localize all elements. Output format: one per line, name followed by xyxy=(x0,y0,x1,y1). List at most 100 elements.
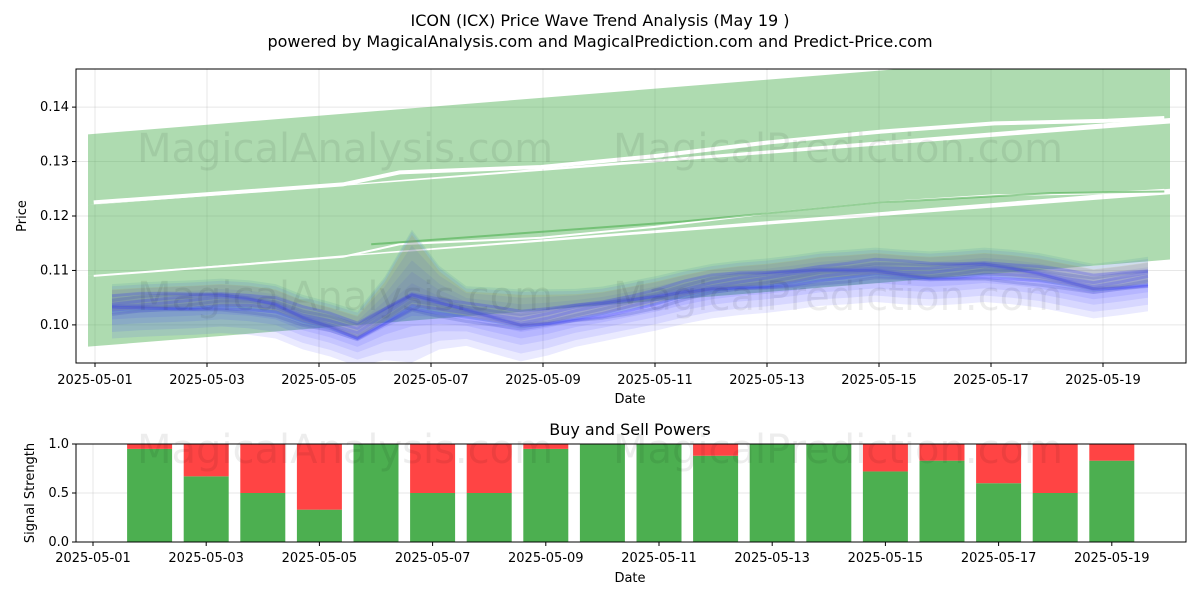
chart-title: ICON (ICX) Price Wave Trend Analysis (Ma… xyxy=(410,11,789,30)
wave-tint-envelope xyxy=(112,235,1148,338)
buy-bar xyxy=(636,444,682,542)
price-x-tick-label: 2025-05-13 xyxy=(729,373,805,388)
sell-bar xyxy=(296,444,342,510)
price-y-ticks: 0.10 0.11 0.12 0.13 0.14 xyxy=(40,100,76,333)
buy-bar xyxy=(127,448,173,542)
price-x-tick-label: 2025-05-03 xyxy=(169,373,245,388)
price-x-tick-label: 2025-05-01 xyxy=(57,373,133,388)
wave-series-line xyxy=(111,272,1149,340)
sell-bar xyxy=(127,444,173,449)
sell-bar xyxy=(919,444,965,461)
buy-bar xyxy=(862,471,908,542)
buy-bar xyxy=(296,509,342,542)
signal-y-tick-label: 1.0 xyxy=(48,437,69,452)
price-x-label: Date xyxy=(614,392,645,407)
buy-bar xyxy=(919,460,965,542)
buy-bar xyxy=(749,444,795,542)
buy-bar xyxy=(410,493,456,542)
price-panel: MagicalAnalysis.com MagicalPrediction.co… xyxy=(15,68,1187,407)
wave-envelope xyxy=(112,257,1148,353)
buy-bar xyxy=(523,448,569,542)
price-x-tick-label: 2025-05-15 xyxy=(841,373,917,388)
signal-x-tick-label: 2025-05-07 xyxy=(395,551,471,566)
trend-band-lower xyxy=(88,194,1170,347)
buy-bar xyxy=(183,476,229,542)
signal-x-tick-label: 2025-05-03 xyxy=(168,551,244,566)
signal-x-tick-label: 2025-05-01 xyxy=(55,551,131,566)
sell-bar xyxy=(410,444,456,493)
trend-green-line xyxy=(371,190,1165,246)
signal-x-tick-label: 2025-05-05 xyxy=(282,551,358,566)
signal-y-ticks: 0.0 0.5 1.0 xyxy=(48,437,76,550)
watermark-mid-right: MagicalPrediction.com xyxy=(613,274,1063,320)
buy-bar xyxy=(466,493,512,542)
buy-bar xyxy=(1089,460,1135,542)
price-x-tick-label: 2025-05-05 xyxy=(281,373,357,388)
signal-bars xyxy=(127,444,1135,542)
price-grid xyxy=(76,69,1186,363)
buy-bar xyxy=(806,444,852,542)
signal-x-tick-label: 2025-05-09 xyxy=(508,551,584,566)
signal-x-tick-label: 2025-05-13 xyxy=(734,551,810,566)
signal-title: Buy and Sell Powers xyxy=(549,420,711,439)
signal-x-tick-label: 2025-05-19 xyxy=(1074,551,1150,566)
sell-bar xyxy=(976,444,1022,484)
wave-envelope xyxy=(112,231,1148,363)
signal-y-tick-label: 0.5 xyxy=(48,486,69,501)
sell-bar xyxy=(1089,444,1135,461)
wave-series-line xyxy=(111,276,1149,341)
trend-band-middle xyxy=(88,123,1170,276)
signal-x-tick-label: 2025-05-17 xyxy=(961,551,1037,566)
buy-bar xyxy=(579,444,625,542)
wave-tint-envelope xyxy=(112,229,1148,340)
trend-white-line xyxy=(93,116,1165,205)
price-x-tick-label: 2025-05-09 xyxy=(505,373,581,388)
price-x-ticks: 2025-05-01 2025-05-03 2025-05-05 2025-05-07… xyxy=(57,363,1141,388)
signal-panel: Buy and Sell Powers MagicalAnalysis.com … xyxy=(23,420,1187,586)
price-y-label: Price xyxy=(15,200,30,232)
sell-bar xyxy=(240,444,286,493)
price-x-tick-label: 2025-05-11 xyxy=(617,373,693,388)
wave-series-line xyxy=(111,264,1149,335)
price-y-tick-label: 0.14 xyxy=(40,100,69,115)
wave-series-line xyxy=(111,262,1149,327)
wave-envelope xyxy=(112,245,1148,360)
price-y-tick-label: 0.10 xyxy=(40,318,69,333)
signal-x-label: Date xyxy=(614,571,645,586)
wave-envelope xyxy=(112,261,1148,347)
wave-series-line xyxy=(111,262,1149,330)
buy-bar xyxy=(693,455,739,542)
buy-bar xyxy=(976,483,1022,542)
signal-y-label: Signal Strength xyxy=(23,443,38,543)
signal-x-ticks: 2025-05-01 2025-05-03 2025-05-05 2025-05-07… xyxy=(55,542,1150,566)
wave-series-line xyxy=(111,268,1149,338)
signal-x-tick-label: 2025-05-11 xyxy=(621,551,697,566)
price-y-tick-label: 0.12 xyxy=(40,209,69,224)
watermark-top-left: MagicalAnalysis.com xyxy=(137,126,553,172)
sell-bar xyxy=(523,444,569,449)
price-y-tick-label: 0.11 xyxy=(40,263,69,278)
sell-bar xyxy=(862,444,908,472)
watermark-bottom-left: MagicalAnalysis.com xyxy=(137,427,553,473)
trend-band-upper xyxy=(88,69,1170,206)
wave-series-line xyxy=(111,269,1149,340)
watermark-top-right: MagicalPrediction.com xyxy=(613,126,1063,172)
watermark-bottom-right: MagicalPrediction.com xyxy=(613,427,1063,473)
price-x-tick-label: 2025-05-07 xyxy=(393,373,469,388)
buy-bar xyxy=(353,444,399,542)
sell-bar xyxy=(1032,444,1078,493)
watermark-mid-left: MagicalAnalysis.com xyxy=(137,274,553,320)
price-y-tick-label: 0.13 xyxy=(40,155,69,170)
buy-bar xyxy=(240,493,286,542)
wave-envelope xyxy=(112,264,1148,342)
price-x-tick-label: 2025-05-19 xyxy=(1065,373,1141,388)
sell-bar xyxy=(183,444,229,477)
sell-bar xyxy=(693,444,739,456)
wave-series-line xyxy=(111,257,1149,325)
signal-y-tick-label: 0.0 xyxy=(48,535,69,550)
sell-bar xyxy=(466,444,512,493)
price-x-tick-label: 2025-05-17 xyxy=(953,373,1029,388)
signal-x-tick-label: 2025-05-15 xyxy=(848,551,924,566)
price-plot xyxy=(88,69,1170,363)
